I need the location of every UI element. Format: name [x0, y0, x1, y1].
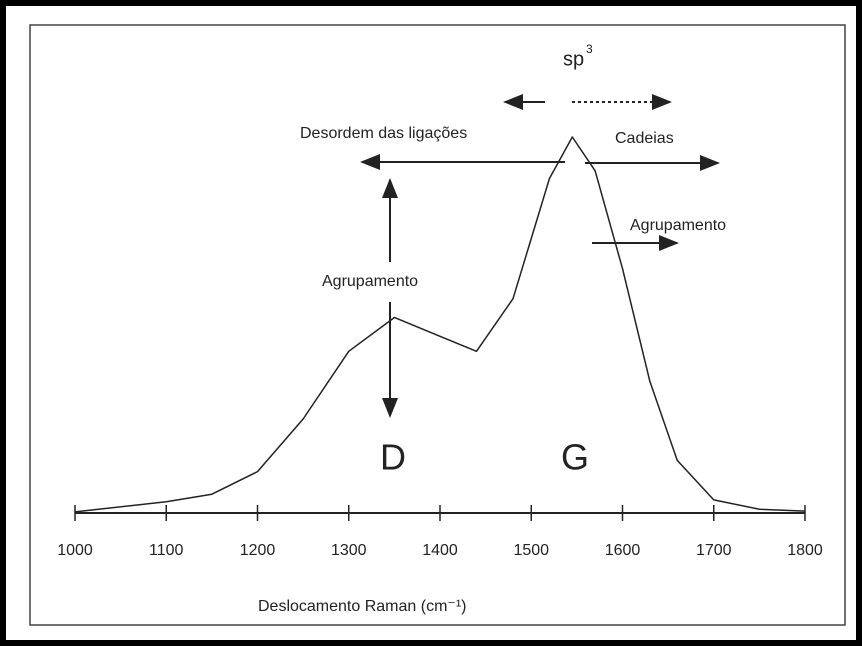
- x-tick-label: 1100: [149, 542, 184, 559]
- peak-label: G: [561, 437, 589, 478]
- peak-label: D: [380, 437, 406, 478]
- x-tick-label: 1800: [787, 542, 823, 559]
- x-tick-label: 1500: [513, 542, 549, 559]
- annotation: Desordem das ligações: [300, 125, 467, 142]
- x-tick-label: 1700: [696, 542, 732, 559]
- data-line: [74, 136, 806, 513]
- annotation: Agrupamento: [630, 217, 726, 234]
- annotation: Cadeias: [615, 130, 674, 147]
- x-tick-label: 1600: [605, 542, 641, 559]
- x-tick-label: 1000: [57, 542, 93, 559]
- x-tick-label: 1400: [422, 542, 458, 559]
- annotation: 3: [586, 42, 593, 56]
- x-tick-label: 1200: [240, 542, 276, 559]
- annotation: sp: [563, 48, 584, 70]
- x-axis-label: Deslocamento Raman (cm⁻¹): [258, 598, 467, 615]
- inner-frame: [29, 24, 846, 626]
- x-tick-label: 1300: [331, 542, 367, 559]
- annotation: Agrupamento: [322, 273, 418, 290]
